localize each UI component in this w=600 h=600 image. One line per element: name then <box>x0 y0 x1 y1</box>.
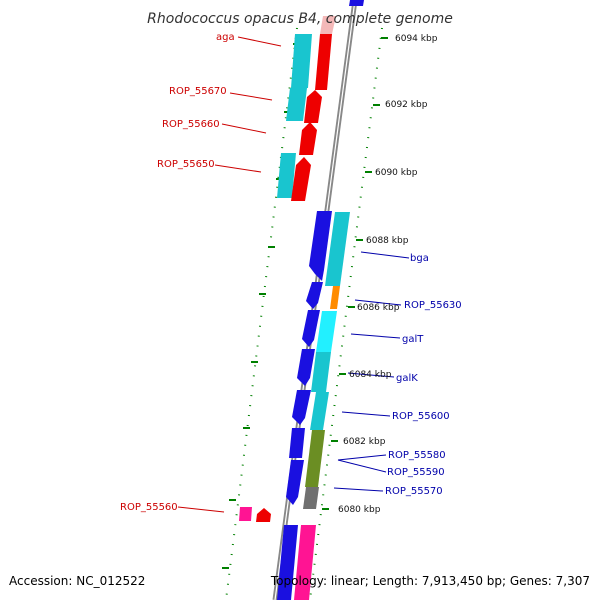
blue-gene-galT <box>302 310 320 347</box>
red-gene-rop55660 <box>299 122 317 155</box>
gray-track-rop55570 <box>303 487 319 509</box>
gene-label: ROP_55560 <box>120 502 178 513</box>
orange-track-rop55630 <box>330 286 340 309</box>
gene-label: aga <box>216 32 235 43</box>
red-gene-rop55650 <box>291 157 311 201</box>
top-blue-gene <box>349 0 364 6</box>
scale-label: 6092 kbp <box>385 100 428 110</box>
cyan-track-bga <box>325 212 350 286</box>
red-gene-rop55670 <box>304 90 322 123</box>
accession-label: Accession: NC_012522 <box>9 574 145 588</box>
left-gene-labels: aga ROP_55670 ROP_55660 ROP_55650 ROP_55… <box>120 32 235 513</box>
scale-label: 6090 kbp <box>375 168 418 178</box>
right-gene-labels: bga ROP_55630 galT galK ROP_55600 ROP_55… <box>385 253 462 497</box>
blue-gene-rop55630 <box>306 282 323 309</box>
scale-label: 6080 kbp <box>338 505 381 515</box>
gene-label: ROP_55590 <box>387 467 445 478</box>
right-label-connectors <box>333 251 410 492</box>
scale-label: 6086 kbp <box>357 303 400 313</box>
blue-gene-bottom <box>277 525 298 600</box>
topology-label: Topology: linear; Length: 7,913,450 bp; … <box>270 574 590 588</box>
gene-label: galT <box>402 334 424 345</box>
cyan-track-galK <box>311 352 331 392</box>
gene-label: ROP_55630 <box>404 300 462 311</box>
gene-label: ROP_55650 <box>157 159 215 170</box>
gene-label: galK <box>396 373 418 384</box>
olive-track-rop55580 <box>305 430 325 487</box>
blue-gene-rop55590 <box>289 428 305 458</box>
lightcyan-track-galT <box>316 311 337 352</box>
scale-label: 6084 kbp <box>349 370 392 380</box>
cyan-track-aga <box>291 34 312 88</box>
left-label-connectors <box>177 36 282 513</box>
gene-label: ROP_55660 <box>162 119 220 130</box>
blue-gene-rop55600 <box>292 390 311 425</box>
blue-gene-bga <box>309 211 332 281</box>
map-title: Rhodococcus opacus B4, complete genome <box>147 11 453 27</box>
gene-label: ROP_55600 <box>392 411 450 422</box>
gene-label: ROP_55670 <box>169 86 227 97</box>
outer-scale-track-left <box>225 27 298 600</box>
gene-label: bga <box>410 253 429 264</box>
scale-label: 6088 kbp <box>366 236 409 246</box>
outer-scale-track-right <box>309 27 383 600</box>
blue-gene-galK <box>297 349 315 386</box>
red-gene-aga <box>315 34 332 90</box>
blue-gene-rop55580 <box>286 460 304 505</box>
scale-label: 6082 kbp <box>343 437 386 447</box>
cyan-track-rop55600 <box>310 392 329 430</box>
pink-gene-rop55560 <box>239 507 252 521</box>
scale-labels: 6094 kbp 6092 kbp 6090 kbp 6088 kbp 6086… <box>338 34 438 515</box>
scale-label: 6094 kbp <box>395 34 438 44</box>
gene-label: ROP_55580 <box>388 450 446 461</box>
cyan-track-rop55670 <box>286 88 307 121</box>
cyan-track-rop55650 <box>277 153 296 198</box>
pink-gene-bottom <box>294 525 316 600</box>
pink-gene-top <box>320 16 336 34</box>
red-gene-rop55560 <box>256 508 271 522</box>
gene-label: ROP_55570 <box>385 486 443 497</box>
